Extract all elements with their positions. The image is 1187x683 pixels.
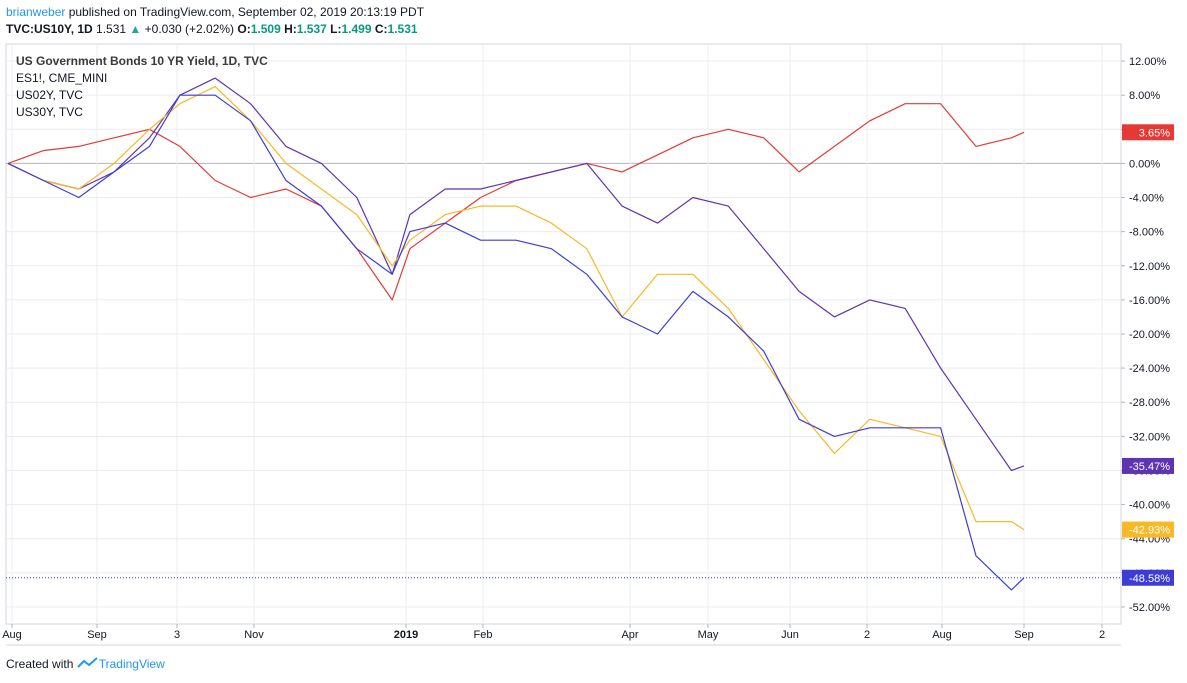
open-label: O: [237, 22, 251, 36]
author-link[interactable]: brianweber [6, 5, 66, 19]
symbol-label: TVC:US10Y, 1D [6, 22, 93, 36]
legend-item-us30y[interactable]: US30Y, TVC [16, 105, 83, 119]
series-line-us30y [7, 85, 1025, 531]
series-line-us10y [7, 94, 1025, 591]
y-tick-label: 0.00% [1129, 158, 1160, 170]
y-tick-label: -28.00% [1129, 397, 1170, 409]
x-tick-label: Sep [1014, 629, 1034, 641]
change-value: +0.030 (+2.02%) [144, 22, 235, 36]
last-value-label: -42.93% [1129, 525, 1170, 537]
y-tick-label: -4.00% [1129, 193, 1164, 205]
x-tick-label: 3 [174, 629, 180, 641]
chart-legend: US Government Bonds 10 YR Yield, 1D, TVC… [16, 53, 268, 121]
last-value-label: -35.47% [1129, 461, 1170, 473]
open-value: 1.509 [250, 22, 281, 36]
high-label: H: [284, 22, 297, 36]
tradingview-brand[interactable]: TradingView [98, 657, 165, 671]
last-value-tag-us10y [1122, 569, 1174, 586]
footer: Created with TradingView [6, 657, 165, 671]
last-value-label: -48.58% [1129, 573, 1170, 585]
close-value: 1.531 [387, 22, 418, 36]
axis-layer: 12.00%8.00%4.00%0.00%-4.00%-8.00%-12.00%… [2, 56, 1174, 641]
x-tick-label: Nov [244, 629, 264, 641]
tradingview-logo-icon [77, 657, 98, 668]
y-tick-label: -16.00% [1129, 295, 1170, 307]
last-value-tag-es1 [1122, 124, 1174, 141]
legend-item-us02y[interactable]: US02Y, TVC [16, 88, 83, 102]
series-line-us02y [7, 77, 1025, 472]
y-tick-label: 8.00% [1129, 90, 1160, 102]
grid-layer [5, 43, 1122, 646]
y-tick-label: -20.00% [1129, 329, 1170, 341]
y-tick-label: -24.00% [1129, 363, 1170, 375]
last-value-tag-us30y [1122, 521, 1174, 538]
x-tick-label: Apr [621, 629, 638, 641]
ohlc-bar: TVC:US10Y, 1D 1.531 ▲ +0.030 (+2.02%) O:… [6, 21, 418, 38]
x-tick-label: Aug [932, 629, 952, 641]
publish-header: brianweber published on TradingView.com,… [6, 4, 424, 21]
up-arrow-icon: ▲ [129, 22, 142, 36]
y-tick-label: -8.00% [1129, 227, 1164, 239]
legend-item-es1[interactable]: ES1!, CME_MINI [16, 71, 108, 85]
x-tick-label: Feb [474, 629, 493, 641]
high-value: 1.537 [296, 22, 327, 36]
low-value: 1.499 [341, 22, 372, 36]
low-label: L: [330, 22, 342, 36]
series-line-es1 [7, 103, 1025, 301]
legend-main-series[interactable]: US Government Bonds 10 YR Yield, 1D, TVC [16, 54, 268, 68]
y-tick-label: 12.00% [1129, 56, 1167, 68]
last-value-tag-us02y [1122, 457, 1174, 474]
x-tick-label: 2019 [394, 629, 418, 641]
x-tick-label: 2 [1099, 629, 1105, 641]
last-price: 1.531 [96, 22, 127, 36]
publish-info: published on TradingView.com, September … [65, 5, 425, 19]
y-tick-label: -52.00% [1129, 602, 1170, 614]
y-tick-label: -32.00% [1129, 431, 1170, 443]
x-tick-label: Jun [781, 629, 799, 641]
created-with-text: Created with [6, 657, 74, 671]
series-layer [6, 77, 1121, 591]
y-tick-label: -12.00% [1129, 261, 1170, 273]
last-value-label: 3.65% [1139, 127, 1170, 139]
x-tick-label: 2 [864, 629, 870, 641]
x-tick-label: Aug [2, 629, 22, 641]
x-tick-label: May [698, 629, 719, 641]
y-tick-label: -40.00% [1129, 500, 1170, 512]
x-tick-label: Sep [87, 629, 107, 641]
close-label: C: [374, 22, 388, 36]
